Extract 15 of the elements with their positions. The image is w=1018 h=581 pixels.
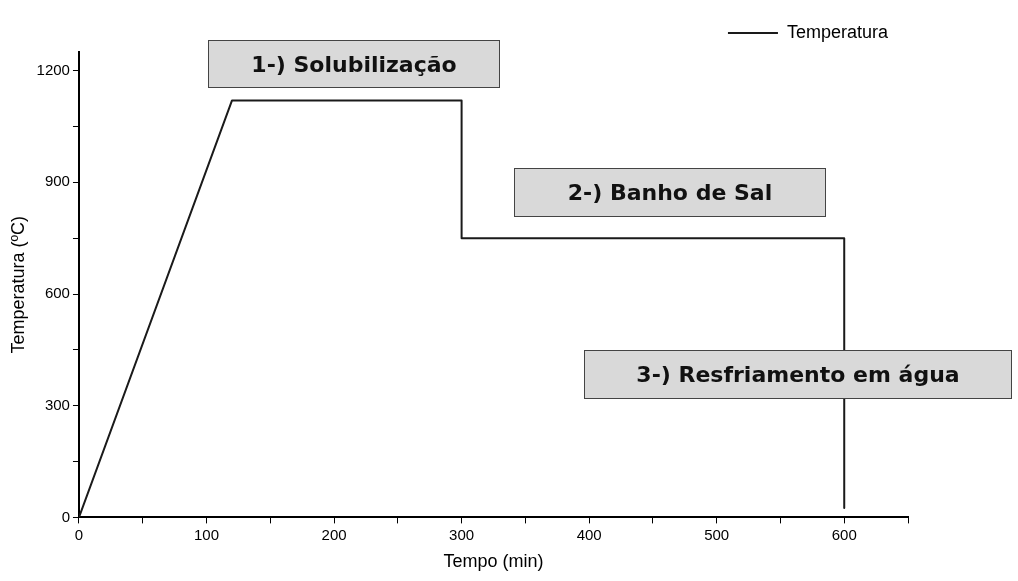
y-tick-label: 300	[44, 395, 70, 413]
y-axis-title: Temperatura (ºC)	[7, 215, 28, 354]
x-tick-label: 500	[704, 525, 730, 543]
x-tick-label: 0	[74, 525, 84, 543]
legend-label: Temperatura	[786, 21, 889, 42]
y-tick-label: 600	[44, 284, 70, 302]
x-axis-title: Tempo (min)	[443, 551, 544, 572]
y-tick-label: 1200	[36, 60, 70, 78]
x-tick-label: 400	[576, 525, 602, 543]
x-tick-label: 200	[321, 525, 347, 543]
y-tick-label: 0	[61, 507, 70, 525]
x-tick-label: 100	[194, 525, 220, 543]
y-tick-label: 900	[44, 172, 70, 190]
x-tick-label: 600	[831, 525, 857, 543]
x-tick-label: 300	[449, 525, 475, 543]
